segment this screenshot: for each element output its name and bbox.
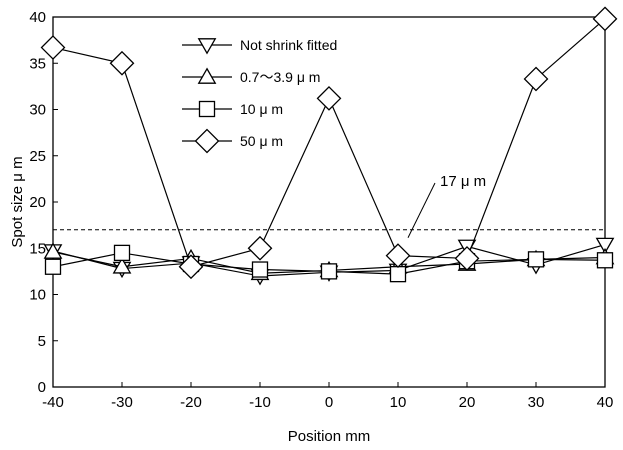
legend: Not shrink fitted 0.7〜3.9 μ m 10 μ m 50 μ m xyxy=(182,37,337,154)
y-tick-label: 10 xyxy=(29,287,46,304)
legend-item: 50 μ m xyxy=(182,128,283,154)
marker-square xyxy=(198,100,216,118)
legend-label: 10 μ m xyxy=(240,101,283,117)
marker-triangle-up xyxy=(43,242,63,259)
marker-diamond xyxy=(523,66,549,92)
marker-diamond xyxy=(385,243,411,269)
marker-diamond xyxy=(247,235,273,261)
x-tick-label: 30 xyxy=(528,394,545,411)
x-tick-label: 20 xyxy=(459,394,476,411)
legend-item: Not shrink fitted xyxy=(182,37,337,55)
plot-border xyxy=(52,16,606,388)
y-tick-label: 20 xyxy=(29,194,46,211)
x-tick-label: 0 xyxy=(325,394,333,411)
y-tick-label: 0 xyxy=(38,379,46,396)
marker-triangle-up xyxy=(112,257,132,274)
x-tick-label: -30 xyxy=(111,394,133,411)
marker-square xyxy=(596,252,614,269)
y-tick-label: 25 xyxy=(29,148,46,165)
plot-area xyxy=(52,16,606,388)
marker-diamond xyxy=(40,35,66,60)
legend-item: 10 μ m xyxy=(182,100,283,118)
y-tick-label: 30 xyxy=(29,102,46,119)
marker-diamond xyxy=(316,86,342,111)
reference-label: 17 μ m xyxy=(440,173,486,190)
x-axis-label: Position mm xyxy=(288,428,371,445)
x-tick-label: 10 xyxy=(390,394,407,411)
y-tick-label: 15 xyxy=(29,240,46,257)
x-tick-label: -10 xyxy=(249,394,271,411)
marker-diamond xyxy=(454,246,480,271)
marker-triangle-up xyxy=(197,67,217,84)
x-tick-label: -20 xyxy=(180,394,202,411)
x-tick-label: -40 xyxy=(42,394,64,411)
series-group xyxy=(40,6,618,286)
x-tick-label: 40 xyxy=(597,394,614,411)
marker-square xyxy=(113,244,131,262)
series-square xyxy=(44,244,614,283)
marker-triangle-down xyxy=(595,237,615,255)
marker-square xyxy=(320,263,338,280)
marker-square xyxy=(527,251,545,268)
reference-line: 17 μ m xyxy=(53,173,605,238)
legend-label: Not shrink fitted xyxy=(240,37,337,53)
marker-square xyxy=(389,265,407,283)
legend-item: 0.7〜3.9 μ m xyxy=(182,67,320,85)
marker-diamond xyxy=(592,6,618,32)
marker-square xyxy=(251,261,269,278)
marker-triangle-down xyxy=(197,38,217,55)
legend-label: 0.7〜3.9 μ m xyxy=(240,69,320,85)
legend-label: 50 μ m xyxy=(240,133,283,149)
marker-diamond xyxy=(178,254,204,280)
marker-diamond xyxy=(109,50,135,76)
reference-leader xyxy=(407,182,436,238)
series-diamond xyxy=(40,6,618,280)
y-tick-label: 5 xyxy=(38,333,46,350)
axis-ticks: -40 -30 -20 -10 0 10 20 30 40 0 5 10 15 20 25 30 35 40 xyxy=(29,9,613,411)
marker-square xyxy=(44,258,62,275)
marker-diamond xyxy=(194,128,220,154)
y-tick-label: 40 xyxy=(29,9,46,26)
y-tick-label: 35 xyxy=(29,55,46,72)
y-axis-label: Spot size μ m xyxy=(9,156,26,247)
